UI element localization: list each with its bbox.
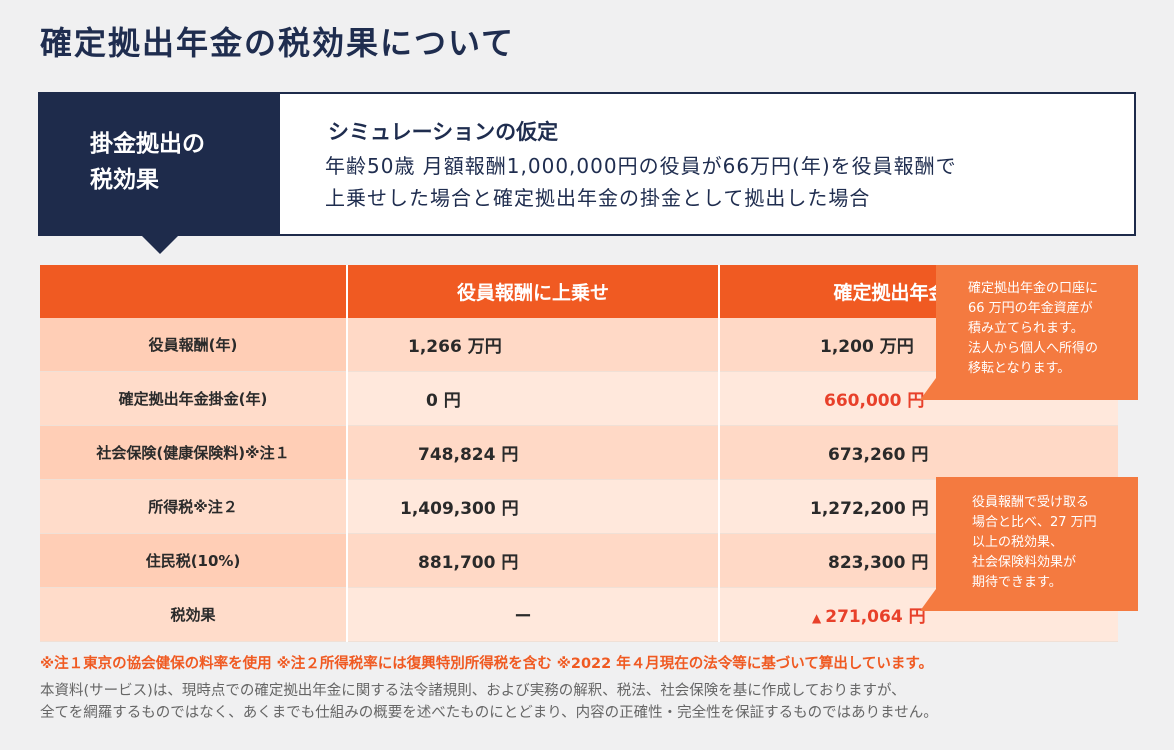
disclaimer: 本資料(サービス)は、現時点での確定拠出年金に関する法令諸規則、および実務の解釈… [40,680,1150,724]
header-salary-increase: 役員報酬に上乗せ [347,265,720,318]
page-title: 確定拠出年金の税効果について [40,24,516,62]
simulation-title: シミュレーションの仮定 [328,120,559,144]
callout-line: 期待できます。 [972,575,1062,590]
callout-asset-transfer: 確定拠出年金の口座に 66 万円の年金資産が 積み立てられます。 法人から個人へ… [920,265,1138,400]
footnote: ※注１東京の協会健保の料率を使用 ※注２所得税率には復興特別所得税を含む ※20… [40,656,933,672]
callout-line: 66 万円の年金資産が [968,301,1093,316]
callout-tax-effect: 役員報酬で受け取る 場合と比べ、27 万円 以上の税効果、 社会保険料効果が 期… [920,477,1138,611]
callout-line: 役員報酬で受け取る [972,495,1090,510]
callout-line: 確定拠出年金の口座に [968,281,1099,296]
simulation-line2: 上乗せした場合と確定拠出年金の掛金として拠出した場合 [325,186,871,210]
table-row: 税効果 ー ▲ 271,064 円 [40,587,1118,642]
callout-line: 積み立てられます。 [968,321,1084,336]
cell-salary: 1,409,300 円 [347,479,720,534]
callout-line: 場合と比べ、27 万円 [972,515,1097,530]
row-label: 確定拠出年金掛金(年) [40,371,348,426]
cell-dc: 673,260 円 [719,425,1118,480]
cell-salary: 1,266 万円 [347,318,720,372]
section-label-line2: 税効果 [90,167,159,193]
cell-salary: 0 円 [347,371,720,426]
row-label: 社会保険(健康保険料)※注１ [40,425,348,480]
callout-line: 社会保険料効果が [972,555,1077,570]
simulation-line1: 年齢50歳 月額報酬1,000,000円の役員が66万円(年)を役員報酬で [325,154,957,178]
disclaimer-line2: 全てを網羅するものではなく、あくまでも仕組みの概要を述べたものにとどまり、内容の… [40,705,938,721]
table-row: 社会保険(健康保険料)※注１ 748,824 円 673,260 円 [40,425,1118,480]
section-pointer [142,236,178,254]
callout-line: 以上の税効果、 [972,535,1064,550]
cell-salary: 881,700 円 [347,533,720,588]
table-row: 役員報酬(年) 1,266 万円 1,200 万円 [40,318,1118,372]
callout-line: 移転となります。 [968,361,1071,376]
callout-tail [920,378,936,400]
row-label: 住民税(10%) [40,533,348,588]
cell-salary: 748,824 円 [347,425,720,480]
row-label: 所得税※注２ [40,479,348,534]
simulation-description: 年齢50歳 月額報酬1,000,000円の役員が66万円(年)を役員報酬で 上乗… [325,150,1115,214]
callout-tail [920,589,936,611]
disclaimer-line1: 本資料(サービス)は、現時点での確定拠出年金に関する法令諸規則、および実務の解釈… [40,683,906,699]
header-blank [40,265,348,318]
callout-line: 法人から個人へ所得の [968,341,1099,356]
section-label-line1: 掛金拠出の [90,131,205,157]
triangle-icon: ▲ [812,611,822,625]
tax-effect-value: 271,064 円 [825,607,926,627]
table-header-row: 役員報酬に上乗せ 確定拠出年金で拠出 [40,265,1118,318]
section-label: 掛金拠出の 税効果 [38,92,280,236]
cell-salary: ー [347,587,720,642]
row-label: 税効果 [40,587,348,642]
row-label: 役員報酬(年) [40,318,348,372]
